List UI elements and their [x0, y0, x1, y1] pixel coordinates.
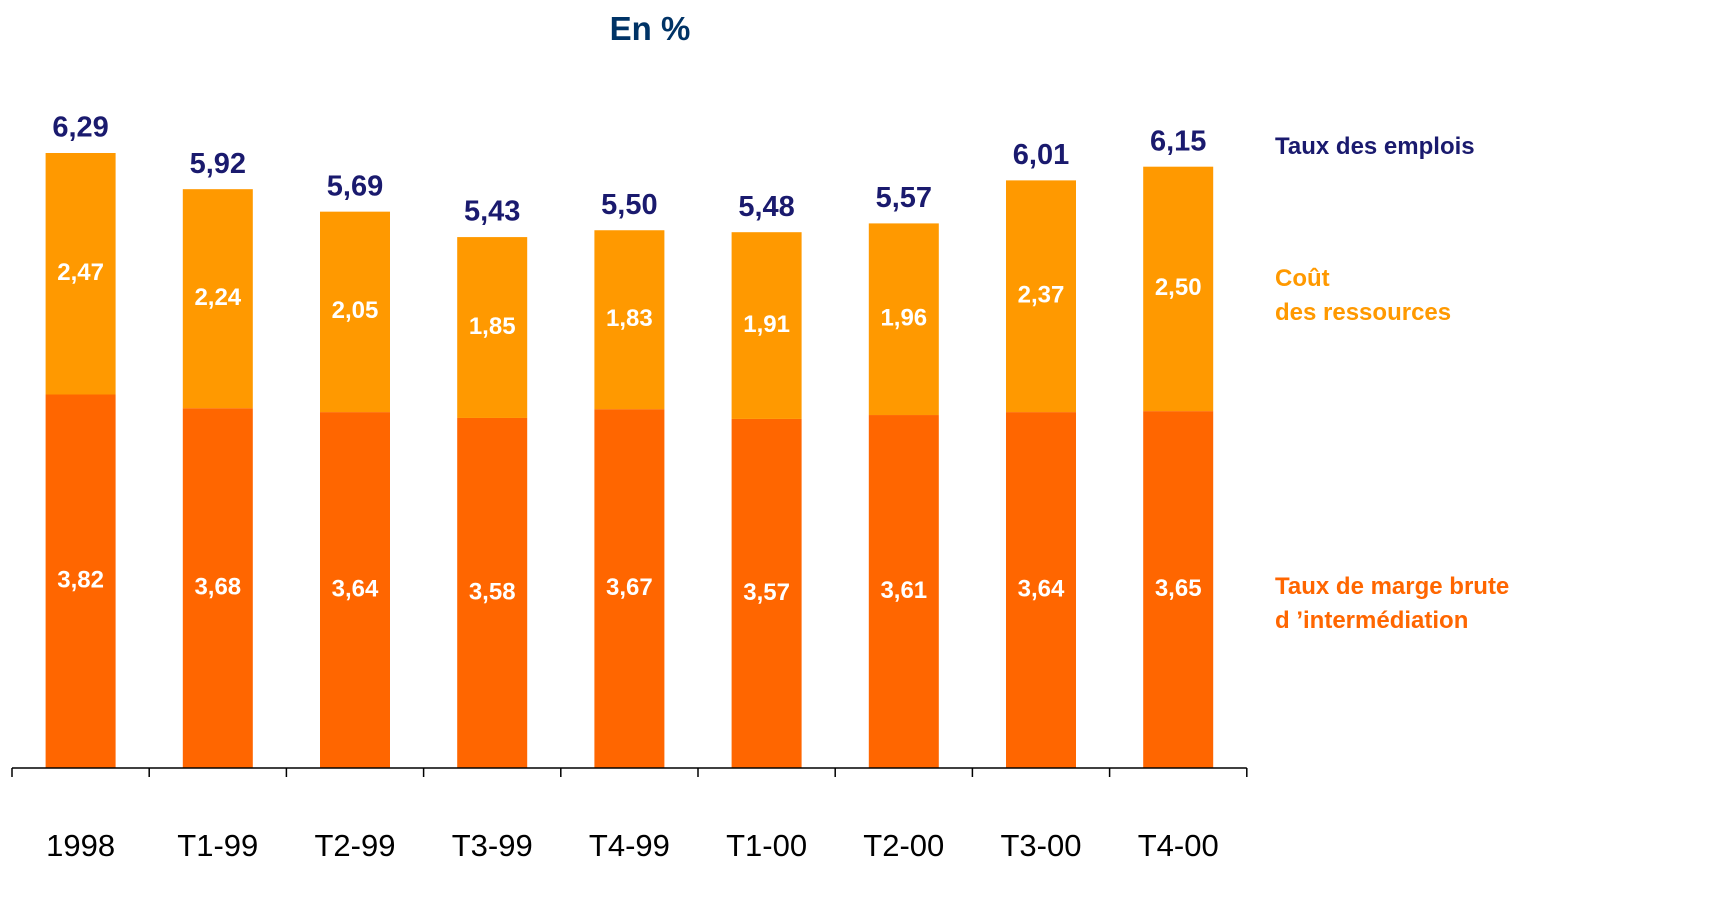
legend-bottom-line1: Taux de marge brute: [1275, 573, 1510, 600]
data-label-cout: 2,47: [57, 259, 104, 286]
data-label-marge: 3,64: [332, 575, 379, 602]
data-label-cout: 2,50: [1155, 274, 1202, 301]
data-label-cout: 2,05: [332, 297, 379, 324]
x-tick-label: T2-00: [863, 828, 944, 863]
legend-top-line1: Coût: [1275, 265, 1330, 292]
data-label-total: 5,69: [327, 170, 383, 202]
bar-segment-cout: [457, 237, 528, 418]
data-label-total: 6,01: [1013, 139, 1069, 171]
bar-segment-cout: [45, 153, 116, 395]
legend-bottom-line2: d ’intermédiation: [1275, 607, 1469, 634]
data-label-marge: 3,61: [880, 577, 927, 604]
bar-segment-marge: [731, 418, 802, 768]
data-label-cout: 2,37: [1018, 282, 1065, 309]
bar-segment-cout: [182, 189, 253, 409]
chart-title: En %: [609, 10, 691, 47]
data-label-marge: 3,58: [469, 578, 516, 605]
legend-total: Taux des emplois: [1275, 130, 1475, 164]
bar-segment-marge: [45, 394, 116, 768]
x-tick-label: T2-99: [315, 828, 396, 863]
data-label-cout: 1,83: [606, 305, 653, 332]
data-label-cout: 1,91: [743, 311, 790, 338]
data-label-total: 5,92: [190, 148, 246, 180]
bar-segment-marge: [594, 409, 665, 768]
data-label-total: 5,57: [876, 182, 932, 214]
x-tick-label: T1-99: [177, 828, 258, 863]
data-label-cout: 1,85: [469, 313, 516, 340]
x-tick-label: T3-99: [452, 828, 533, 863]
bar-segment-cout: [1143, 166, 1214, 412]
bar-segment-marge: [182, 408, 253, 768]
data-label-marge: 3,67: [606, 574, 653, 601]
data-label-marge: 3,65: [1155, 575, 1202, 602]
x-tick-label: T4-00: [1138, 828, 1219, 863]
x-tick-label: T1-00: [726, 828, 807, 863]
data-label-marge: 3,82: [57, 567, 104, 594]
bar-segment-marge: [320, 412, 390, 768]
bar-segment-cout: [868, 223, 939, 416]
data-label-marge: 3,57: [743, 579, 790, 606]
bar-segment-cout: [320, 211, 390, 413]
data-label-total: 5,50: [601, 189, 657, 221]
bar-segment-marge: [1006, 412, 1076, 768]
data-label-marge: 3,68: [194, 573, 241, 600]
data-label-total: 6,29: [52, 112, 108, 144]
data-label-cout: 1,96: [880, 305, 927, 332]
bar-segment-marge: [1143, 411, 1214, 768]
bar-segment-cout: [1006, 180, 1076, 413]
x-tick-label: T4-99: [589, 828, 670, 863]
legend-top-line2: des ressources: [1275, 299, 1452, 326]
bar-segment-marge: [457, 417, 528, 768]
data-label-marge: 3,64: [1018, 575, 1065, 602]
x-tick-label: T3-00: [1001, 828, 1082, 863]
bar-segment-cout: [731, 232, 802, 419]
data-label-total: 5,43: [464, 196, 520, 228]
x-tick-label: 1998: [46, 828, 115, 863]
data-label-total: 6,15: [1150, 125, 1206, 157]
bar-segment-marge: [868, 415, 939, 768]
data-label-cout: 2,24: [194, 284, 241, 311]
bar-segment-cout: [594, 230, 665, 410]
legend-top-segment: Coût des ressources: [1275, 262, 1451, 330]
data-label-total: 5,48: [738, 191, 794, 223]
legend-bottom-segment: Taux de marge brute d ’intermédiation: [1275, 570, 1509, 638]
legend-total-label: Taux des emplois: [1275, 133, 1475, 160]
